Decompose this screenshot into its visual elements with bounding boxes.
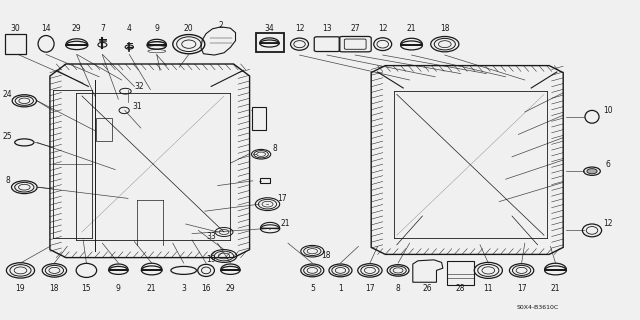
Text: 29: 29 (225, 284, 236, 293)
Text: 21: 21 (280, 219, 289, 228)
Text: 8: 8 (396, 284, 401, 293)
Text: 6: 6 (605, 160, 611, 169)
Text: 34: 34 (264, 24, 275, 33)
Text: 30: 30 (10, 24, 20, 33)
Text: 27: 27 (350, 24, 360, 33)
Text: 18: 18 (322, 252, 331, 260)
Bar (252, 107, 266, 130)
Text: 31: 31 (132, 102, 143, 111)
Bar (260, 178, 270, 183)
Bar (96, 118, 112, 141)
Bar (256, 33, 284, 52)
Text: 25: 25 (3, 132, 13, 141)
Text: 28: 28 (456, 284, 465, 293)
Text: S0X4-B3610C: S0X4-B3610C (517, 305, 559, 310)
Text: 18: 18 (50, 284, 59, 293)
Text: 5: 5 (310, 284, 315, 293)
Text: 17: 17 (365, 284, 375, 293)
Text: 1: 1 (338, 284, 343, 293)
Text: 21: 21 (551, 284, 560, 293)
Text: 20: 20 (184, 24, 194, 33)
Text: 9: 9 (154, 24, 159, 33)
Text: 8: 8 (273, 144, 278, 153)
Text: 11: 11 (484, 284, 493, 293)
Text: 7: 7 (100, 24, 105, 33)
Text: 21: 21 (407, 24, 416, 33)
Bar (447, 261, 474, 285)
Text: 33: 33 (206, 232, 216, 241)
Text: 24: 24 (3, 90, 13, 99)
Text: 3: 3 (181, 284, 186, 293)
Text: 17: 17 (516, 284, 527, 293)
Text: 29: 29 (72, 24, 82, 33)
Text: 16: 16 (201, 284, 211, 293)
Text: 32: 32 (134, 82, 145, 91)
Text: 2: 2 (218, 21, 223, 30)
Text: 18: 18 (440, 24, 449, 33)
Bar (5, 34, 26, 54)
Text: 15: 15 (81, 284, 92, 293)
Text: 13: 13 (322, 24, 332, 33)
Text: 4: 4 (127, 24, 132, 33)
Text: 26: 26 (422, 284, 433, 293)
Text: 17: 17 (276, 194, 287, 203)
Text: 21: 21 (147, 284, 156, 293)
Text: 12: 12 (604, 220, 612, 228)
Text: 19: 19 (206, 255, 216, 264)
Text: 12: 12 (378, 24, 387, 33)
Text: 9: 9 (116, 284, 121, 293)
Text: 8: 8 (5, 176, 10, 185)
Ellipse shape (587, 169, 597, 174)
Text: 12: 12 (295, 24, 304, 33)
Text: 19: 19 (15, 284, 26, 293)
Text: 10: 10 (603, 106, 613, 115)
Text: 14: 14 (41, 24, 51, 33)
